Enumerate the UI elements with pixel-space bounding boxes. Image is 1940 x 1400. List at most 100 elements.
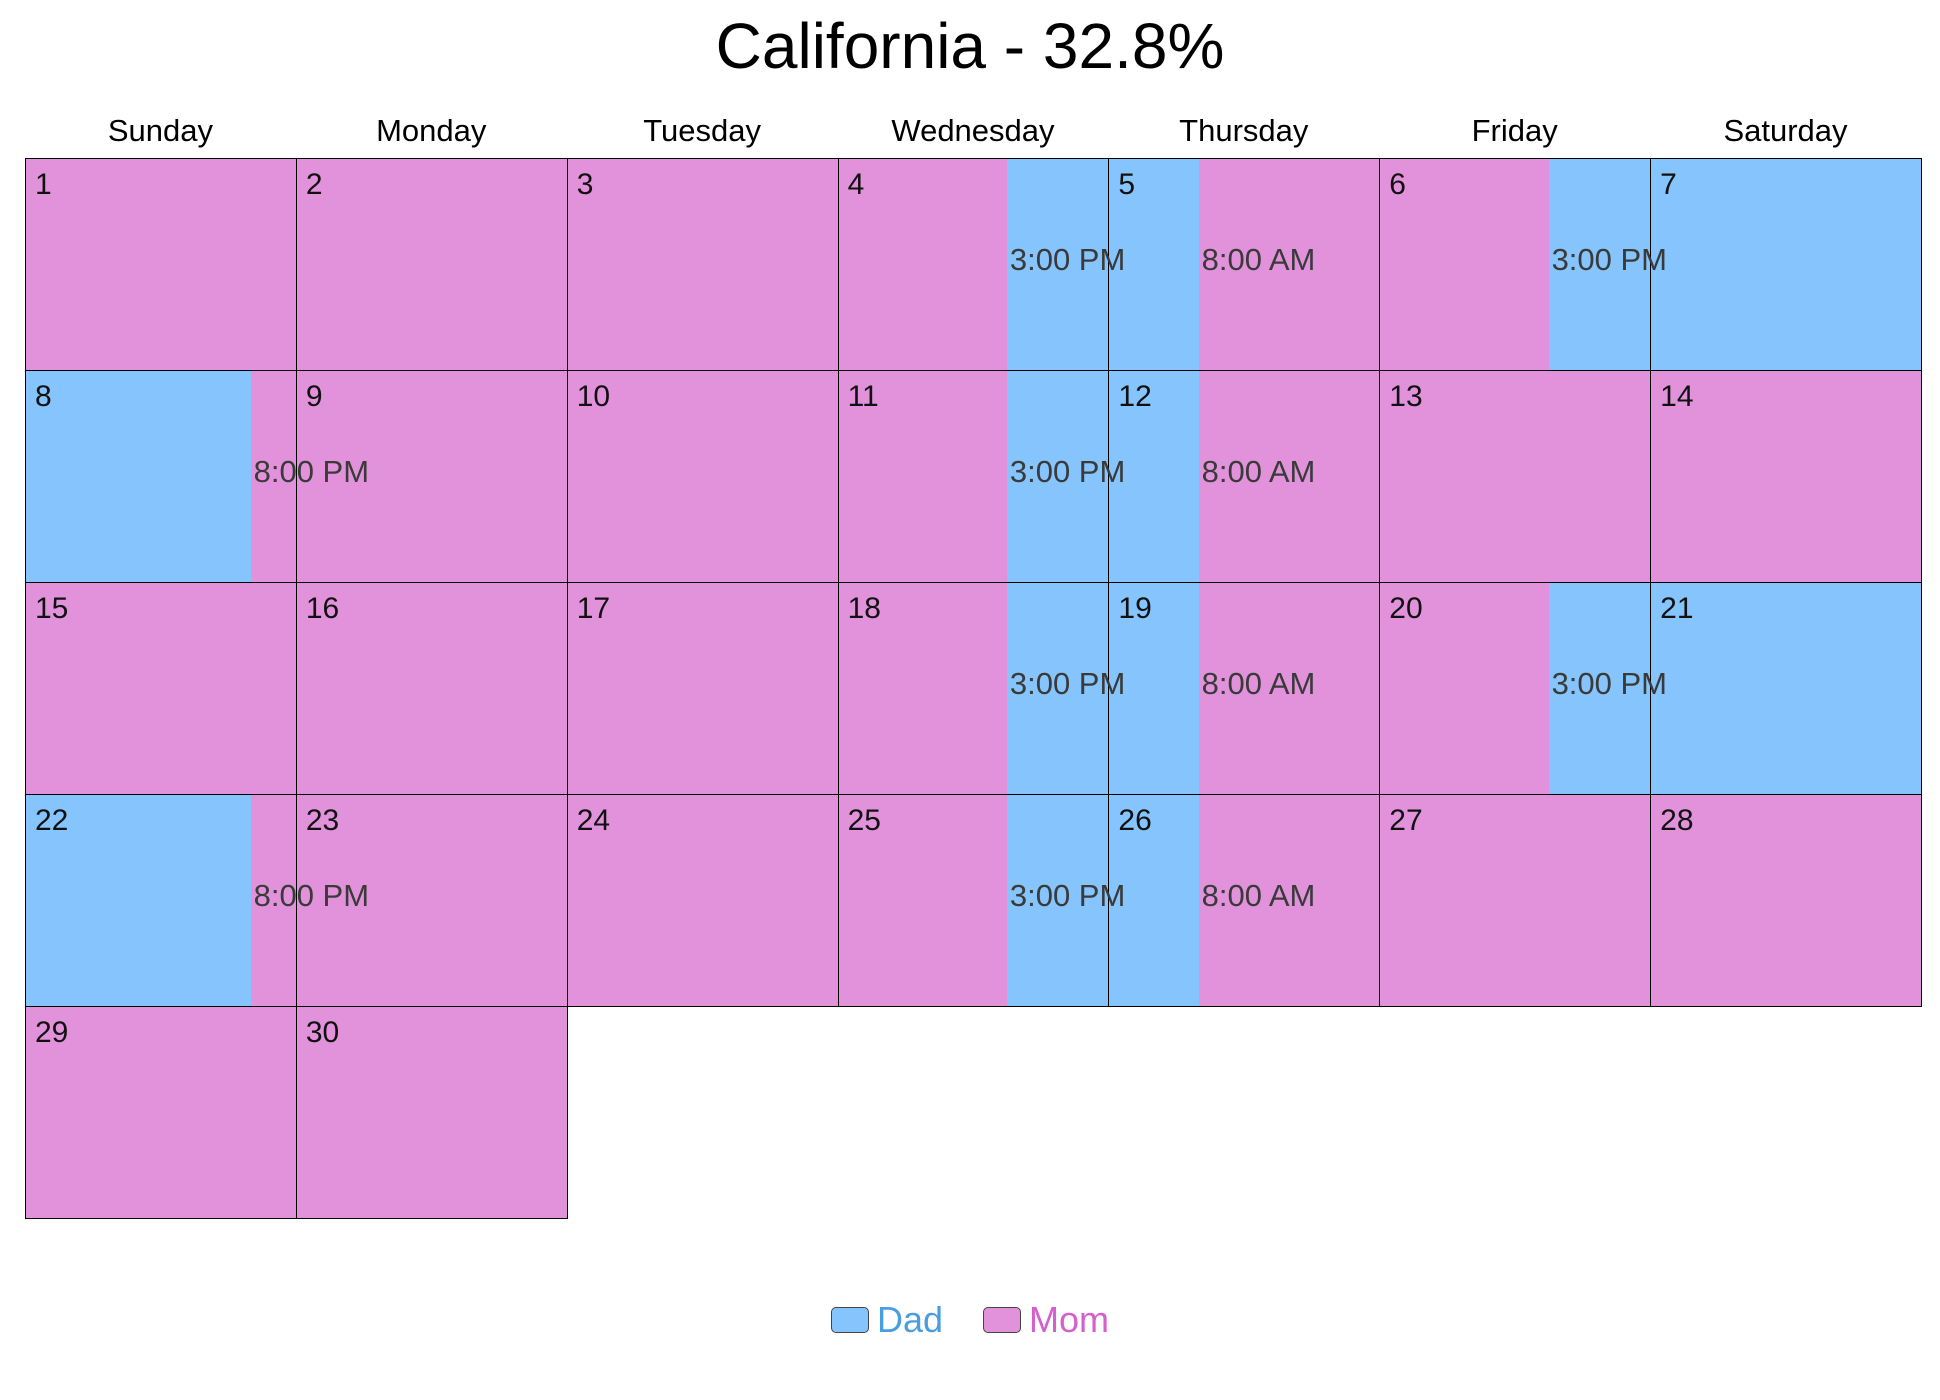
calendar-day-cell[interactable]: 16 xyxy=(295,582,568,795)
handoff-time-label: 3:00 PM xyxy=(1009,454,1126,489)
custody-block-mom xyxy=(25,582,297,795)
calendar-day-cell[interactable]: 24 xyxy=(566,794,839,1007)
custody-block-dad xyxy=(1548,582,1651,795)
custody-block-dad xyxy=(1108,582,1200,795)
day-number: 29 xyxy=(35,1016,69,1049)
weekday-header-row: Sunday Monday Tuesday Wednesday Thursday… xyxy=(25,108,1921,154)
calendar-day-cell[interactable]: 12 xyxy=(1108,370,1381,583)
day-number: 20 xyxy=(1389,592,1423,625)
custody-block-dad xyxy=(1006,158,1109,371)
custody-block-dad xyxy=(1650,582,1922,795)
custody-block-mom xyxy=(250,370,297,583)
custody-block-dad xyxy=(1548,158,1651,371)
day-number: 5 xyxy=(1118,168,1136,201)
custody-block-dad xyxy=(1006,370,1109,583)
calendar-day-cell[interactable]: 17 xyxy=(566,582,839,795)
day-number: 27 xyxy=(1389,804,1423,837)
handoff-time-label: 3:00 PM xyxy=(1009,666,1126,701)
weekday-wednesday: Wednesday xyxy=(891,113,1055,148)
day-number: 12 xyxy=(1118,380,1152,413)
calendar-day-cell[interactable]: 8 xyxy=(25,370,297,583)
calendar-day-cell[interactable]: 11 xyxy=(837,370,1110,583)
legend-swatch-mom xyxy=(983,1307,1022,1333)
legend-label-dad: Dad xyxy=(876,1299,944,1340)
calendar-day-cell[interactable]: 23 xyxy=(295,794,568,1007)
day-number: 4 xyxy=(847,168,865,201)
calendar-day-cell[interactable]: 21 xyxy=(1650,582,1922,795)
custody-block-mom xyxy=(566,158,839,371)
calendar-day-cell[interactable]: 3 xyxy=(566,158,839,371)
calendar-day-cell[interactable]: 1 xyxy=(25,158,297,371)
custody-block-dad xyxy=(1650,158,1922,371)
calendar-day-cell[interactable]: 28 xyxy=(1650,794,1922,1007)
day-number: 18 xyxy=(847,592,881,625)
calendar-day-cell[interactable]: 25 xyxy=(837,794,1110,1007)
calendar-day-cell[interactable]: 22 xyxy=(25,794,297,1007)
calendar-day-cell[interactable]: 30 xyxy=(295,1006,568,1219)
day-number: 16 xyxy=(305,592,340,625)
day-number: 19 xyxy=(1118,592,1152,625)
legend-swatch-dad xyxy=(830,1307,869,1333)
handoff-time-label: 8:00 PM xyxy=(253,878,370,913)
handoff-time-label: 8:00 AM xyxy=(1201,242,1316,277)
custody-block-mom xyxy=(1650,794,1922,1007)
custody-block-dad xyxy=(1108,370,1200,583)
calendar-day-cell[interactable]: 13 xyxy=(1379,370,1652,583)
calendar-day-cell[interactable]: 5 xyxy=(1108,158,1381,371)
custody-block-mom xyxy=(295,582,568,795)
handoff-time-label: 8:00 AM xyxy=(1201,454,1316,489)
day-number: 21 xyxy=(1660,592,1694,625)
calendar-day-cell[interactable]: 19 xyxy=(1108,582,1381,795)
day-number: 25 xyxy=(847,804,881,837)
custody-block-mom xyxy=(1650,370,1922,583)
calendar-day-cell[interactable]: 29 xyxy=(25,1006,297,1219)
handoff-time-label: 8:00 AM xyxy=(1201,878,1316,913)
handoff-time-label: 3:00 PM xyxy=(1551,242,1668,277)
day-number: 26 xyxy=(1118,804,1152,837)
handoff-time-label: 3:00 PM xyxy=(1551,666,1668,701)
calendar-day-cell[interactable]: 14 xyxy=(1650,370,1922,583)
day-number: 7 xyxy=(1660,168,1677,201)
weekday-tuesday: Tuesday xyxy=(643,113,761,148)
weekday-sunday: Sunday xyxy=(107,113,213,148)
legend-item-dad[interactable]: Dad xyxy=(830,1298,944,1342)
calendar-day-cell[interactable]: 15 xyxy=(25,582,297,795)
custody-block-mom xyxy=(566,794,839,1007)
legend-label-mom: Mom xyxy=(1029,1299,1110,1340)
day-number: 1 xyxy=(35,168,52,201)
calendar-day-cell[interactable]: 9 xyxy=(295,370,568,583)
calendar-day-cell[interactable]: 18 xyxy=(837,582,1110,795)
custody-block-mom xyxy=(250,794,297,1007)
custody-block-mom xyxy=(566,582,839,795)
custody-block-mom xyxy=(837,582,1008,795)
custody-block-dad xyxy=(25,370,252,583)
calendar-day-cell[interactable]: 20 xyxy=(1379,582,1652,795)
day-number: 13 xyxy=(1389,380,1423,413)
legend-item-mom[interactable]: Mom xyxy=(983,1298,1109,1342)
day-number: 11 xyxy=(847,380,879,413)
custody-block-mom xyxy=(1198,794,1380,1007)
calendar-day-cell[interactable]: 7 xyxy=(1650,158,1922,371)
custody-block-mom xyxy=(25,1006,297,1219)
day-number: 2 xyxy=(305,168,323,201)
legend: Dad Mom xyxy=(0,1298,1940,1342)
custody-block-mom xyxy=(837,794,1008,1007)
weekday-thursday: Thursday xyxy=(1179,113,1309,148)
handoff-time-label: 3:00 PM xyxy=(1009,878,1126,913)
day-number: 22 xyxy=(35,804,69,837)
custody-block-mom xyxy=(295,794,568,1007)
calendar-day-cell[interactable]: 26 xyxy=(1108,794,1381,1007)
day-number: 10 xyxy=(576,380,611,413)
day-number: 8 xyxy=(35,380,52,413)
calendar-day-cell[interactable]: 10 xyxy=(566,370,839,583)
day-number: 28 xyxy=(1660,804,1694,837)
day-number: 23 xyxy=(305,804,340,837)
calendar-day-cell[interactable]: 4 xyxy=(837,158,1110,371)
calendar-day-cell[interactable]: 6 xyxy=(1379,158,1652,371)
calendar-day-cell[interactable]: 27 xyxy=(1379,794,1652,1007)
custody-block-mom xyxy=(566,370,839,583)
day-number: 30 xyxy=(305,1016,340,1049)
custody-block-mom xyxy=(1198,370,1380,583)
calendar-day-cell[interactable]: 2 xyxy=(295,158,568,371)
